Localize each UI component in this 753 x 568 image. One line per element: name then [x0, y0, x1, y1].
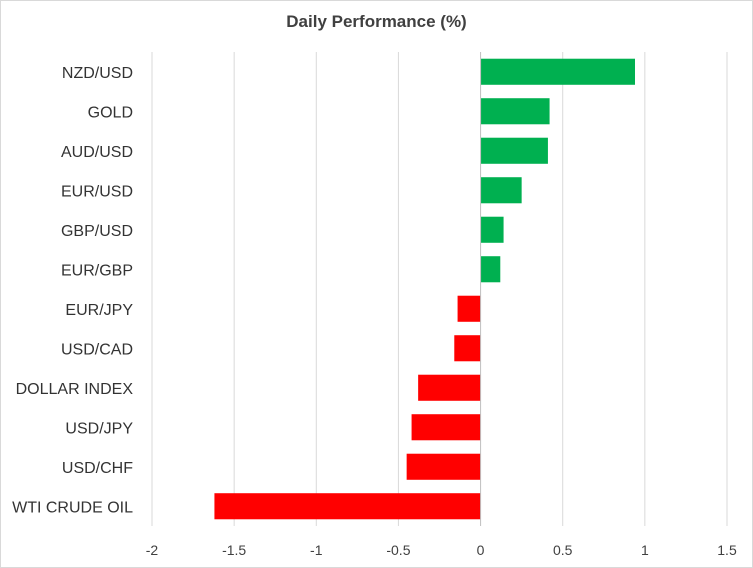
bar: [457, 295, 481, 322]
category-label: EUR/USD: [61, 183, 133, 200]
category-label: WTI CRUDE OIL: [12, 499, 133, 516]
category-label: EUR/JPY: [65, 302, 133, 319]
bar: [480, 256, 501, 283]
category-label: GBP/USD: [61, 223, 133, 240]
x-tick-label: 0.5: [553, 542, 573, 558]
gridlines: [151, 52, 728, 526]
bar: [406, 453, 481, 480]
bar: [480, 58, 635, 85]
bar: [480, 216, 504, 243]
category-label: GOLD: [88, 104, 133, 121]
category-label: AUD/USD: [61, 144, 133, 161]
labels: -2 -1.5 -1 -0.5 0 0.5 1 1.5 NZD/USD GOLD AUD/USD EU…: [12, 65, 737, 558]
chart-title: Daily Performance (%): [286, 12, 467, 31]
x-tick-label: -0.5: [386, 542, 410, 558]
bars: [214, 58, 635, 520]
category-label: USD/JPY: [65, 420, 133, 437]
bar: [480, 98, 550, 125]
bar: [418, 374, 481, 401]
x-tick-label: 0: [477, 542, 485, 558]
x-tick-label: 1.5: [717, 542, 737, 558]
x-tick-label: -1: [310, 542, 323, 558]
bar: [480, 177, 522, 204]
x-tick-label: 1: [641, 542, 649, 558]
x-tick-label: -2: [146, 542, 159, 558]
x-tick-label: -1.5: [222, 542, 246, 558]
category-label: USD/CAD: [61, 341, 133, 358]
category-label: EUR/GBP: [61, 262, 133, 279]
category-label: USD/CHF: [62, 460, 133, 477]
category-label: NZD/USD: [62, 65, 133, 82]
bar: [214, 493, 481, 520]
bar: [454, 335, 481, 362]
bar: [411, 414, 481, 441]
category-label: DOLLAR INDEX: [16, 381, 134, 398]
bar: [480, 137, 548, 164]
